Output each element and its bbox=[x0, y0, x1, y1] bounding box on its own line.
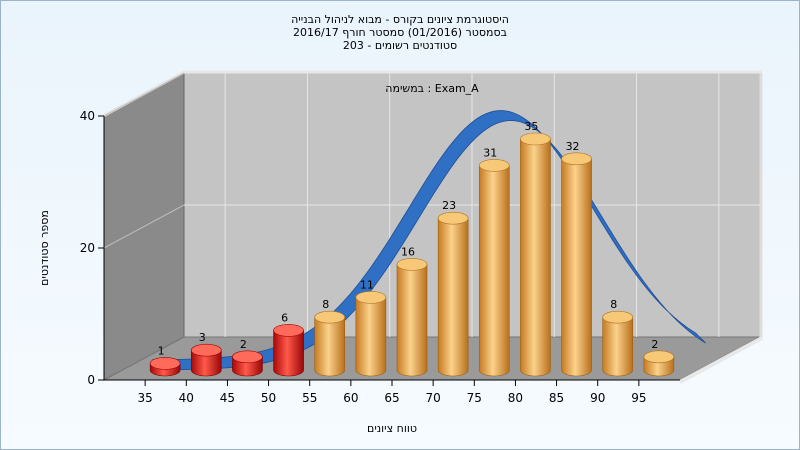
bar-top bbox=[602, 310, 634, 324]
bar-top bbox=[314, 310, 346, 324]
y-axis-label: מספר סטודנטים bbox=[38, 210, 51, 286]
bar-body bbox=[314, 316, 346, 377]
bar-top bbox=[190, 343, 222, 357]
x-tick-label: 45 bbox=[220, 391, 235, 405]
bar-60: 11 bbox=[355, 278, 387, 377]
bar-body bbox=[273, 330, 304, 377]
x-tick-label: 70 bbox=[426, 391, 441, 405]
data-label: 32 bbox=[566, 140, 580, 153]
x-tick-label: 75 bbox=[467, 391, 482, 405]
bar-top bbox=[273, 324, 304, 337]
x-tick-label: 80 bbox=[508, 391, 523, 405]
bar-body bbox=[478, 165, 510, 377]
bar-body bbox=[355, 297, 387, 377]
bar-90: 8 bbox=[602, 298, 634, 377]
bar-95: 2 bbox=[643, 338, 675, 377]
grid-line-h-side bbox=[103, 72, 185, 117]
data-label: 3 bbox=[199, 331, 206, 344]
bar-top bbox=[232, 350, 263, 364]
bar-85: 32 bbox=[561, 140, 592, 377]
bar-body bbox=[437, 217, 469, 377]
bar-65: 16 bbox=[396, 245, 428, 377]
data-label: 2 bbox=[651, 338, 658, 351]
bar-top bbox=[520, 132, 551, 146]
bar-body bbox=[561, 158, 592, 377]
x-tick-label: 35 bbox=[138, 391, 153, 405]
bar-45: 2 bbox=[232, 338, 263, 377]
bar-35: 1 bbox=[149, 344, 181, 377]
bar-50: 6 bbox=[273, 311, 304, 377]
frame-floor-edge bbox=[679, 336, 763, 384]
data-label: 35 bbox=[524, 120, 538, 133]
bar-body bbox=[602, 316, 634, 377]
data-label: 31 bbox=[483, 146, 497, 159]
bar-body bbox=[520, 138, 551, 377]
bar-40: 3 bbox=[190, 331, 222, 377]
bar-body bbox=[190, 349, 222, 377]
bar-top bbox=[149, 357, 181, 370]
x-tick-label: 85 bbox=[549, 391, 564, 405]
x-tick-label: 50 bbox=[261, 391, 276, 405]
bar-body bbox=[396, 264, 428, 377]
axes-group: 35 40 45 50 55 60 65 70 75 80 85 90 95 0 20 40 bbox=[80, 109, 680, 405]
bar-top bbox=[396, 258, 428, 271]
x-tick-label: 95 bbox=[631, 391, 646, 405]
x-tick-label: 40 bbox=[179, 391, 194, 405]
data-label: 23 bbox=[442, 199, 456, 212]
data-label: 8 bbox=[610, 298, 617, 311]
bar-70: 23 bbox=[437, 199, 469, 377]
data-label: 16 bbox=[401, 245, 415, 258]
chart-title-line-1: היסטוגרמת ציונים בקורס - מבוא לניהול הבנ… bbox=[291, 13, 509, 26]
bar-top bbox=[355, 291, 387, 304]
data-label: 11 bbox=[360, 278, 374, 291]
data-label: 8 bbox=[322, 298, 329, 311]
x-axis-label: טווח ציונים bbox=[367, 422, 417, 435]
bar-top bbox=[643, 350, 675, 364]
x-tick-label: 90 bbox=[590, 391, 605, 405]
bar-55: 8 bbox=[314, 298, 346, 377]
y-tick-label: 0 bbox=[87, 373, 95, 387]
bar-80: 35 bbox=[520, 120, 551, 377]
grid-line-h-side bbox=[103, 204, 185, 249]
chart-title-line-3: סטודנטים רשומים - 203 bbox=[342, 39, 458, 52]
x-tick-label: 60 bbox=[343, 391, 358, 405]
y-tick-label: 40 bbox=[80, 109, 95, 123]
chart-title-line-2: בסמסטר (01/2016) סמסטר חורף 2016/17 bbox=[293, 26, 507, 39]
bar-75: 31 bbox=[478, 146, 510, 377]
task-annotation: במשימה : Exam_A bbox=[385, 82, 479, 95]
x-tick-label: 55 bbox=[302, 391, 317, 405]
x-tick-label: 65 bbox=[384, 391, 399, 405]
y-tick-label: 20 bbox=[80, 241, 95, 255]
data-label: 6 bbox=[281, 311, 288, 324]
frame-top-edge bbox=[102, 70, 762, 118]
gridlines bbox=[103, 72, 760, 337]
data-label: 1 bbox=[158, 344, 165, 357]
bar-top bbox=[561, 152, 592, 166]
bar-top bbox=[478, 159, 510, 172]
data-label: 2 bbox=[240, 338, 247, 351]
bar-top bbox=[437, 211, 469, 225]
